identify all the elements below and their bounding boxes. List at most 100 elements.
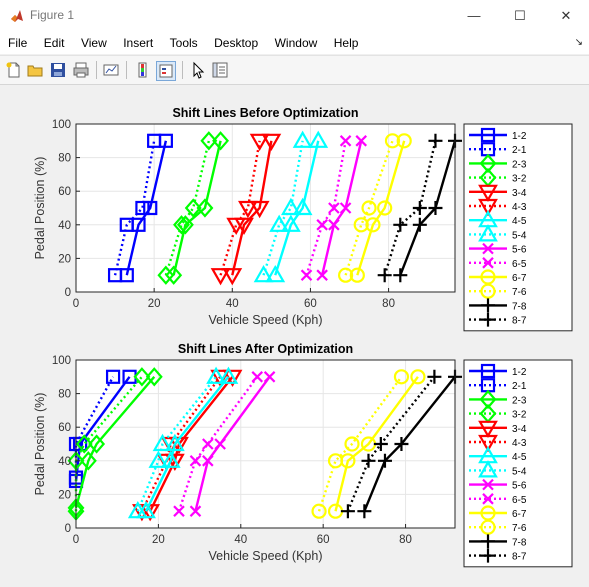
series-line-7-6 <box>317 376 403 512</box>
data-point-3-4 <box>222 268 243 286</box>
legend-label-4-3: 4-3 <box>512 202 527 213</box>
data-point-5-6 <box>339 202 352 214</box>
legend-marker-6-7 <box>480 505 496 521</box>
series-line-3-2 <box>164 140 211 276</box>
matlab-logo-icon <box>11 10 23 22</box>
data-point-5-4 <box>269 214 290 232</box>
legend-label-8-7: 8-7 <box>512 552 527 563</box>
x-tick-label: 80 <box>382 298 395 310</box>
menu-window[interactable]: Window <box>274 36 318 50</box>
new-figure-icon[interactable] <box>5 61 23 79</box>
series-line-7-8 <box>399 140 457 276</box>
data-point-6-5 <box>339 135 352 147</box>
legend-marker-4-3 <box>478 434 498 453</box>
legend-marker-6-5 <box>482 257 494 269</box>
data-point-6-7 <box>410 369 426 385</box>
menu-file[interactable]: File <box>8 36 28 50</box>
close-button[interactable]: ✕ <box>560 8 572 23</box>
y-tick-label: 0 <box>65 287 71 299</box>
legend-marker-3-4 <box>478 420 498 439</box>
data-point-5-6 <box>316 269 328 281</box>
x-tick-label: 0 <box>73 534 79 546</box>
y-tick-label: 0 <box>65 523 71 535</box>
data-point-5-6 <box>202 455 214 467</box>
legend-label-5-6: 5-6 <box>512 245 527 256</box>
data-point-5-4 <box>281 197 301 216</box>
legend-label-7-8: 7-8 <box>512 301 527 312</box>
data-point-6-5 <box>251 371 264 383</box>
data-point-2-1 <box>107 268 123 283</box>
menu-view[interactable]: View <box>80 36 107 50</box>
save-icon[interactable] <box>49 61 67 79</box>
legend-marker-8-7 <box>481 548 495 563</box>
colorbar-icon[interactable] <box>134 61 152 79</box>
menu-insert[interactable]: Insert <box>123 36 154 50</box>
data-point-5-4 <box>152 433 173 452</box>
series-line-3-4 <box>231 140 273 276</box>
y-axis-label: Pedal Position (%) <box>33 393 47 496</box>
chart-title: Shift Lines Before Optimization <box>172 106 358 120</box>
series-line-7-6 <box>344 140 394 276</box>
data-point-8-7 <box>427 369 442 384</box>
data-point-7-6 <box>361 200 377 216</box>
menu-tools[interactable]: Tools <box>169 36 198 50</box>
legend-label-6-5: 6-5 <box>512 259 527 270</box>
print-icon[interactable] <box>72 61 90 79</box>
data-point-6-5 <box>173 505 185 517</box>
legend-label-4-5: 4-5 <box>512 452 527 463</box>
legend-marker-7-8 <box>481 534 495 549</box>
legend-marker-5-6 <box>482 478 494 491</box>
maximize-button[interactable]: ☐ <box>514 8 526 23</box>
data-point-2-3 <box>196 198 214 218</box>
data-point-5-6 <box>355 135 368 147</box>
x-axis-label: Vehicle Speed (Kph) <box>209 549 323 563</box>
legend-label-7-8: 7-8 <box>512 537 527 548</box>
legend-marker-7-6 <box>480 283 496 299</box>
data-point-8-7 <box>361 453 376 468</box>
data-point-6-5 <box>300 269 313 281</box>
legend-marker-5-6 <box>482 242 494 255</box>
data-point-2-3 <box>79 451 97 471</box>
data-point-4-5 <box>308 130 329 148</box>
data-point-7-8 <box>377 453 392 468</box>
property-inspector-icon[interactable] <box>211 61 229 79</box>
link-plot-icon[interactable] <box>102 61 120 79</box>
legend-box <box>463 123 573 332</box>
data-point-4-5 <box>281 214 301 232</box>
legend-label-6-7: 6-7 <box>512 509 527 520</box>
data-point-2-3 <box>88 434 106 454</box>
y-tick-label: 100 <box>52 355 71 367</box>
y-tick-label: 20 <box>58 253 71 265</box>
minimize-button[interactable]: — <box>467 8 481 23</box>
data-point-4-3 <box>132 504 152 522</box>
menu-bar: File Edit View Insert Tools Desktop Wind… <box>0 32 589 54</box>
pointer-icon[interactable] <box>189 61 207 79</box>
data-point-2-1 <box>119 217 134 232</box>
menu-help[interactable]: Help <box>333 36 359 50</box>
legend-label-3-4: 3-4 <box>512 188 527 199</box>
legend-marker-2-3 <box>479 153 497 174</box>
data-point-7-6 <box>327 453 344 469</box>
series-line-4-5 <box>274 140 320 276</box>
y-tick-label: 100 <box>52 119 71 131</box>
menu-desktop[interactable]: Desktop <box>214 36 259 50</box>
data-point-2-3 <box>165 265 183 285</box>
dock-arrow-icon[interactable]: ↘ <box>574 37 583 48</box>
series-line-7-8 <box>363 376 456 512</box>
legend-marker-5-4 <box>478 224 498 242</box>
legend-label-7-6: 7-6 <box>512 523 527 534</box>
legend-marker-1-2 <box>480 363 496 379</box>
legend-icon[interactable] <box>156 61 176 81</box>
data-point-4-3 <box>226 217 247 236</box>
toolbar <box>0 55 589 85</box>
open-file-icon[interactable] <box>26 61 44 79</box>
menu-edit[interactable]: Edit <box>43 36 65 50</box>
toolbar-separator <box>126 61 127 79</box>
legend-box <box>463 359 573 568</box>
series-line-1-2 <box>125 140 168 276</box>
data-point-5-4 <box>253 264 274 283</box>
x-tick-label: 60 <box>304 298 317 310</box>
legend-marker-6-5 <box>482 493 494 505</box>
data-point-2-3 <box>145 367 163 387</box>
legend-label-5-4: 5-4 <box>512 466 527 477</box>
